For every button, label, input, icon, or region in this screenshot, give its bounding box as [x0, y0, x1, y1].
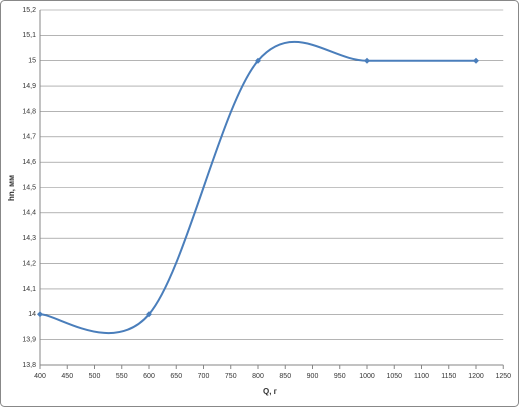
y-tick-label: 14,2: [22, 260, 36, 267]
x-tick-label: 1150: [441, 373, 456, 380]
x-tick-label: 400: [34, 373, 46, 380]
y-tick-label: 14: [28, 311, 36, 318]
y-tick-label: 14,3: [22, 235, 36, 242]
x-tick-label: 700: [198, 373, 210, 380]
marker: [37, 311, 43, 318]
x-tick-label: 800: [252, 373, 264, 380]
y-tick-label: 14,8: [22, 108, 36, 115]
x-tick-label: 900: [307, 373, 319, 380]
y-tick-label: 13,9: [22, 336, 36, 343]
x-tick-label: 850: [279, 373, 291, 380]
x-tick-label: 1000: [359, 373, 375, 380]
x-tick-label: 1200: [468, 373, 484, 380]
marker: [473, 57, 479, 64]
y-tick-label: 15,1: [22, 32, 36, 39]
y-tick-label: 14,4: [22, 210, 36, 217]
line: [39, 41, 476, 335]
x-tick-label: 550: [116, 373, 128, 380]
x-tick-label: 650: [170, 373, 182, 380]
y-tick-label: 14,1: [22, 286, 36, 293]
x-tick-label: 600: [143, 373, 155, 380]
x-tick-label: 450: [61, 373, 73, 380]
y-axis-label: hn, мм: [7, 175, 16, 201]
y-tick-label: 14,9: [22, 83, 36, 90]
x-tick-label: 1100: [414, 373, 429, 380]
y-tick-label: 14,7: [22, 134, 36, 141]
y-tick-label: 14,5: [22, 184, 36, 191]
x-axis-label: Q, г: [263, 387, 278, 396]
y-tick-label: 14,6: [22, 159, 36, 166]
x-tick-label: 750: [225, 373, 237, 380]
x-tick-label: 1050: [386, 373, 402, 380]
y-tick-label: 15: [28, 58, 36, 65]
y-tick-label: 15,2: [22, 7, 36, 14]
y-tick-label: 13,8: [22, 362, 36, 369]
marker: [255, 57, 261, 64]
marker: [146, 311, 152, 318]
x-tick-label: 950: [334, 373, 346, 380]
marker: [364, 57, 370, 64]
x-tick-label: 500: [89, 373, 101, 380]
x-tick-label: 1250: [495, 373, 511, 380]
